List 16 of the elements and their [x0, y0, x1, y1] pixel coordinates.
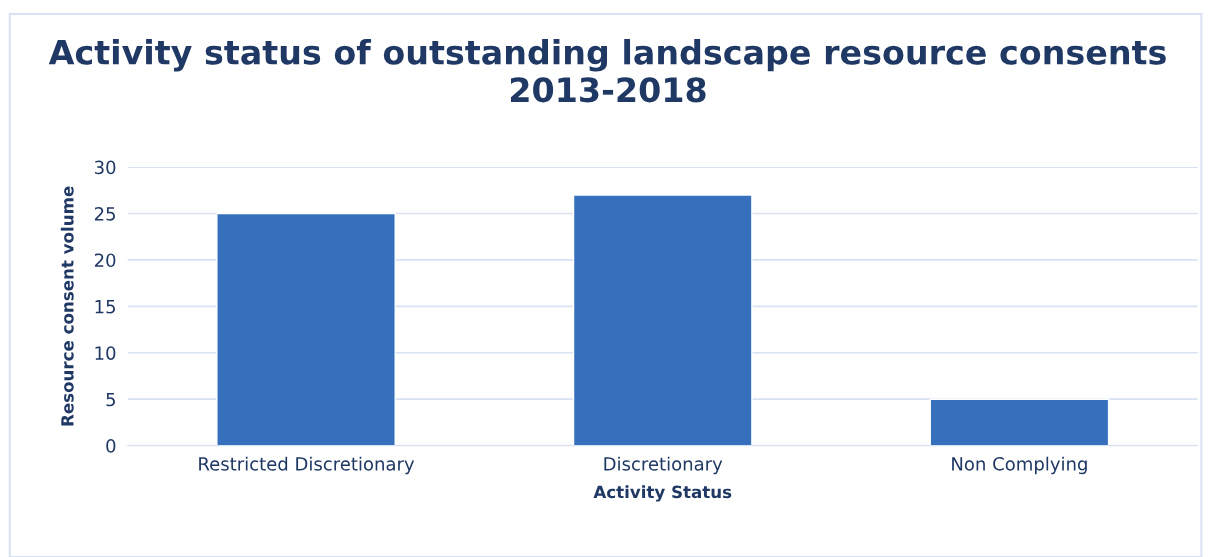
chart-title: Activity status of outstanding landscape resource consents 2013-2018: [48, 38, 1166, 103]
y-tick-label: 5: [106, 392, 115, 407]
bar: [572, 194, 753, 446]
bar: [929, 398, 1110, 446]
y-tick-label: 30: [94, 160, 116, 175]
y-tick-label: 15: [95, 300, 115, 314]
x-tick-label: Discretionary: [604, 456, 723, 475]
y-axis-title: Resource consent volume: [60, 186, 74, 426]
y-tick-label: 25: [94, 206, 115, 221]
y-tick-label: 0: [106, 439, 116, 453]
y-tick-label: 10: [95, 346, 116, 360]
x-tick-label: Non Complying: [952, 456, 1087, 475]
x-tick-label: Restricted Discretionary: [199, 456, 415, 475]
x-axis-title: Activity Status: [593, 485, 732, 502]
bar: [216, 212, 396, 446]
y-tick-label: 20: [94, 253, 116, 268]
